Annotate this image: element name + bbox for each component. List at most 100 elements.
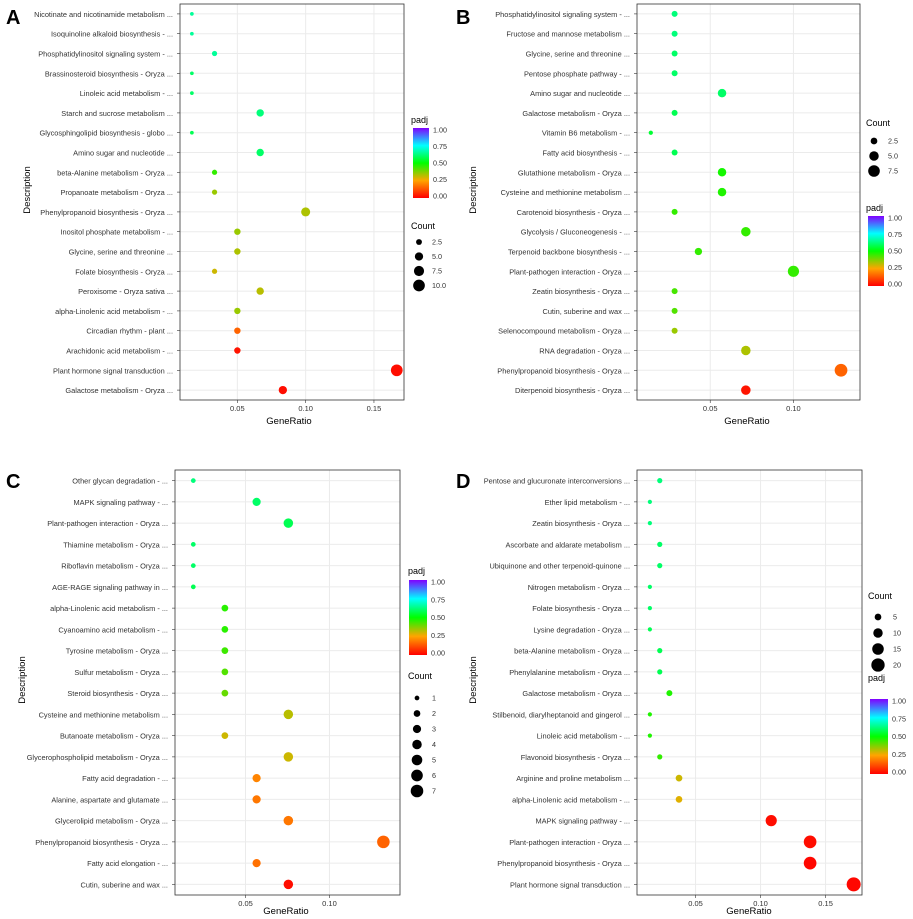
y-axis-title: Description	[22, 166, 33, 214]
y-tick-label: Glutathione metabolism - Oryza ...	[518, 168, 630, 177]
padj-tick-label: 0.00	[431, 649, 445, 658]
padj-tick-label: 0.75	[892, 714, 906, 723]
data-point	[717, 168, 727, 177]
count-legend-label: 7.5	[888, 167, 898, 176]
data-point	[671, 30, 678, 37]
data-point	[234, 228, 241, 235]
padj-tick-label: 0.25	[888, 263, 902, 272]
plot-background	[175, 470, 400, 895]
x-axis-title: GeneRatio	[263, 906, 308, 917]
padj-legend-title: padj	[866, 203, 883, 213]
data-point	[717, 88, 727, 98]
data-point	[765, 815, 777, 827]
count-legend-dot	[873, 628, 883, 638]
x-tick-label: 0.05	[688, 899, 703, 908]
data-point	[741, 345, 751, 356]
padj-tick-label: 0.50	[433, 159, 447, 168]
padj-tick-label: 0.50	[431, 613, 445, 622]
y-tick-label: Folate biosynthesis - Oryza ...	[75, 267, 173, 276]
y-tick-label: Fructose and mannose metabolism ...	[506, 30, 630, 39]
data-point	[657, 754, 663, 760]
padj-tick-label: 0.25	[431, 631, 445, 640]
y-tick-label: Glycosphingolipid biosynthesis - globo .…	[39, 129, 173, 138]
data-point	[190, 12, 194, 16]
padj-tick-label: 0.25	[892, 750, 906, 759]
data-point	[647, 627, 652, 632]
y-tick-label: Lysine degradation - Oryza ...	[533, 625, 630, 634]
count-legend-label: 5	[432, 756, 436, 765]
data-point	[377, 835, 390, 849]
y-tick-label: Nicotinate and nicotinamide metabolism .…	[34, 10, 173, 19]
count-legend-label: 6	[432, 771, 436, 780]
count-legend-dot	[412, 724, 422, 734]
data-point	[211, 189, 218, 195]
count-legend-label: 4	[432, 740, 436, 749]
data-point	[221, 689, 229, 697]
count-legend-label: 10	[893, 629, 901, 638]
count-legend-dot	[872, 643, 884, 655]
y-tick-label: Arachidonic acid metabolism - ...	[66, 347, 173, 356]
y-tick-label: Circadian rhythm - plant ...	[86, 327, 173, 336]
y-tick-label: Ubiquinone and other terpenoid-quinone .…	[489, 562, 630, 571]
y-tick-label: Stilbenoid, diarylheptanoid and gingerol…	[492, 710, 630, 719]
data-point	[190, 71, 194, 76]
y-tick-label: Folate biosynthesis - Oryza ...	[532, 604, 630, 613]
data-point	[221, 732, 229, 739]
y-tick-label: Terpenoid backbone biosynthesis - ...	[508, 248, 630, 257]
x-tick-label: 0.10	[322, 899, 337, 908]
y-tick-label: Amino sugar and nucleotide ...	[73, 149, 173, 158]
y-tick-label: Isoquinoline alkaloid biosynthesis - ...	[51, 30, 173, 39]
data-point	[190, 542, 196, 547]
y-tick-label: Cutin, suberine and wax ...	[80, 880, 168, 889]
count-legend-title: Count	[868, 591, 893, 601]
padj-legend-title: padj	[868, 673, 885, 683]
y-tick-label: Plant-pathogen interaction - Oryza ...	[47, 519, 168, 528]
data-point	[283, 518, 294, 528]
count-legend-label: 10.0	[432, 281, 446, 290]
data-point	[252, 497, 261, 506]
plot-background	[180, 4, 404, 400]
data-point	[671, 70, 678, 77]
panel-letter: B	[456, 7, 470, 29]
panel-letter: D	[456, 471, 470, 493]
data-point	[252, 774, 261, 783]
y-tick-label: beta-Alanine metabolism - Oryza ...	[514, 647, 630, 656]
data-point	[190, 130, 194, 135]
y-tick-label: Plant-pathogen interaction - Oryza ...	[509, 267, 630, 276]
padj-colorbar	[868, 216, 884, 286]
plot-border	[179, 3, 405, 401]
y-tick-label: Pentose phosphate pathway - ...	[524, 69, 630, 78]
y-tick-label: Cysteine and methionine metabolism ...	[39, 710, 168, 719]
data-point	[846, 877, 861, 892]
y-tick-label: Phenylalanine metabolism - Oryza ...	[509, 668, 630, 677]
padj-colorbar	[413, 128, 429, 198]
data-point	[390, 364, 403, 377]
x-tick-label: 0.10	[298, 404, 313, 413]
y-tick-label: Plant-pathogen interaction - Oryza ...	[509, 838, 630, 847]
y-tick-label: Steroid biosynthesis - Oryza ...	[67, 689, 168, 698]
data-point	[211, 268, 218, 274]
x-tick-label: 0.15	[818, 899, 833, 908]
count-legend-label: 5.0	[888, 152, 898, 161]
count-legend-dot	[868, 165, 880, 177]
count-legend-dot	[414, 695, 420, 701]
y-tick-label: Brassinosteroid biosynthesis - Oryza ...	[45, 69, 173, 78]
data-point	[647, 733, 652, 738]
y-tick-label: RNA degradation - Oryza ...	[539, 347, 630, 356]
count-legend-title: Count	[411, 221, 436, 231]
y-tick-label: Vitamin B6 metabolism - ...	[542, 129, 630, 138]
data-point	[256, 109, 264, 117]
data-point	[787, 265, 800, 277]
data-point	[252, 859, 261, 868]
count-legend-label: 7	[432, 787, 436, 796]
count-legend-dot	[871, 658, 885, 672]
data-point	[694, 247, 703, 256]
data-point	[221, 604, 229, 612]
count-legend-dot	[413, 710, 421, 717]
data-point	[671, 149, 678, 156]
padj-tick-label: 0.00	[892, 768, 906, 777]
data-point	[834, 363, 848, 377]
count-legend-dot	[410, 784, 424, 798]
y-tick-label: Amino sugar and nucleotide ...	[530, 89, 630, 98]
